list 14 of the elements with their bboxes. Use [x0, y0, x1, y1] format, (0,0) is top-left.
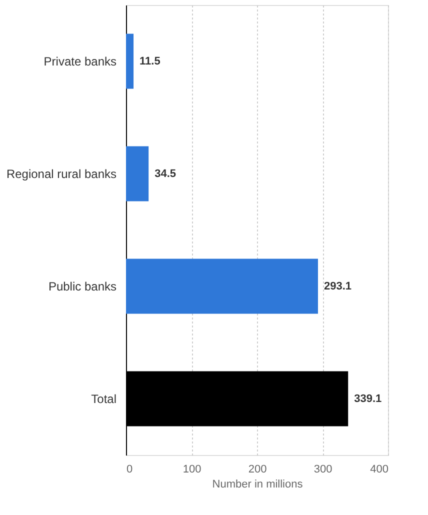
data-label: 11.5 [140, 55, 160, 68]
data-label: 339.1 [354, 392, 382, 405]
x-tick-label: 0 [126, 464, 133, 476]
y-tick-label: Public banks [48, 279, 116, 294]
x-axis-title: Number in millions [212, 478, 304, 490]
data-label: 293.1 [324, 280, 352, 292]
y-tick-label: Private banks [44, 54, 116, 68]
x-tick-label: 200 [248, 464, 267, 476]
x-tick-label: 400 [370, 464, 388, 476]
x-tick-label: 300 [314, 464, 332, 476]
data-label: 34.5 [154, 168, 176, 180]
y-tick-label: Total [91, 392, 116, 406]
x-tick-label: 100 [182, 464, 202, 476]
y-tick-label: Regional rural banks [6, 166, 116, 181]
